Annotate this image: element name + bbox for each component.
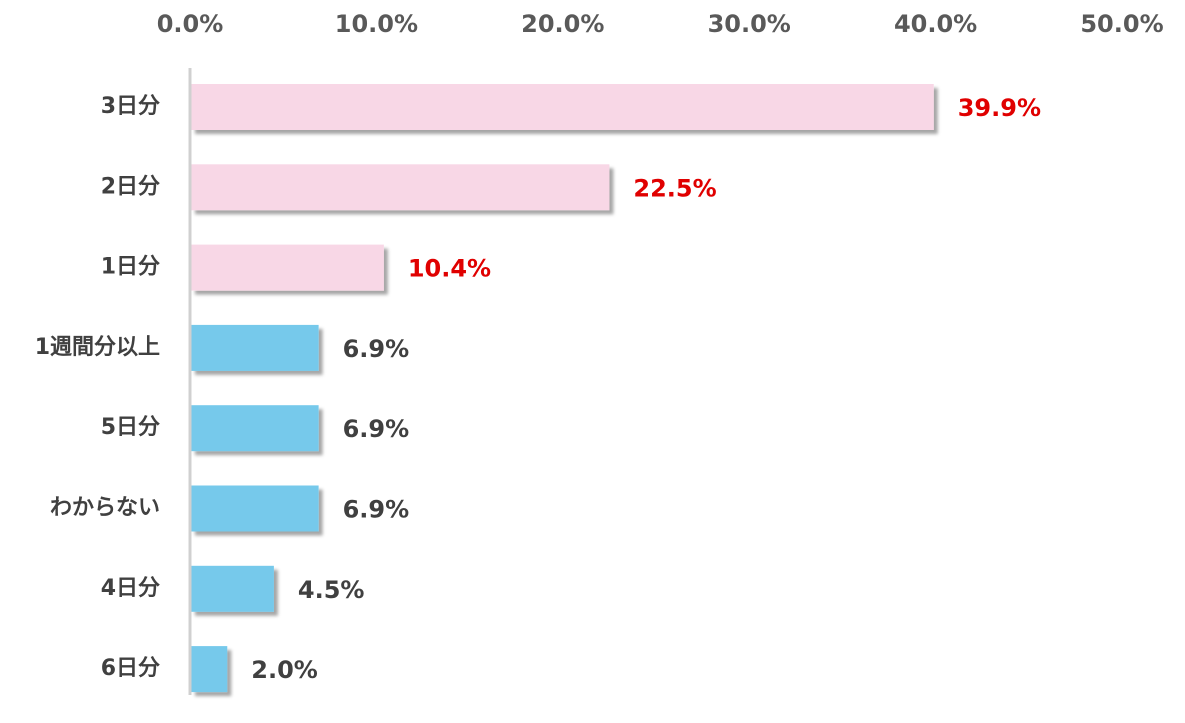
- x-tick-label: 20.0%: [521, 10, 604, 38]
- bar: [191, 324, 319, 371]
- value-label: 39.9%: [958, 94, 1041, 122]
- category-label: 3日分: [101, 94, 160, 119]
- bar: [191, 244, 384, 291]
- bar: [191, 164, 610, 211]
- category-label: 4日分: [101, 576, 160, 601]
- x-tick-label: 50.0%: [1080, 10, 1163, 38]
- bar: [191, 84, 934, 130]
- value-label: 22.5%: [633, 174, 716, 202]
- category-label: わからない: [50, 496, 160, 521]
- bar: [191, 485, 319, 532]
- value-labels: 39.9% 22.5% 10.4% 6.9% 6.9% 6.9% 4.5% 2.0%: [251, 94, 1041, 684]
- value-label: 2.0%: [251, 656, 318, 684]
- category-label: 6日分: [101, 656, 160, 681]
- bar: [191, 405, 319, 452]
- bars: [191, 84, 934, 693]
- value-label: 10.4%: [408, 255, 491, 283]
- x-tick-label: 0.0%: [157, 10, 224, 38]
- category-label: 1日分: [101, 255, 160, 280]
- value-label: 6.9%: [343, 496, 410, 524]
- value-label: 6.9%: [343, 415, 410, 443]
- x-axis-ticks: 0.0% 10.0% 20.0% 30.0% 40.0% 50.0%: [157, 10, 1164, 38]
- x-tick-label: 40.0%: [894, 10, 977, 38]
- x-tick-label: 10.0%: [335, 10, 418, 38]
- category-label: 5日分: [101, 415, 160, 440]
- bar: [191, 565, 274, 612]
- value-label: 6.9%: [343, 335, 410, 363]
- x-tick-label: 30.0%: [708, 10, 791, 38]
- category-label: 2日分: [101, 174, 160, 199]
- category-label: 1週間分以上: [35, 335, 160, 360]
- bar: [191, 646, 228, 693]
- value-label: 4.5%: [298, 576, 365, 604]
